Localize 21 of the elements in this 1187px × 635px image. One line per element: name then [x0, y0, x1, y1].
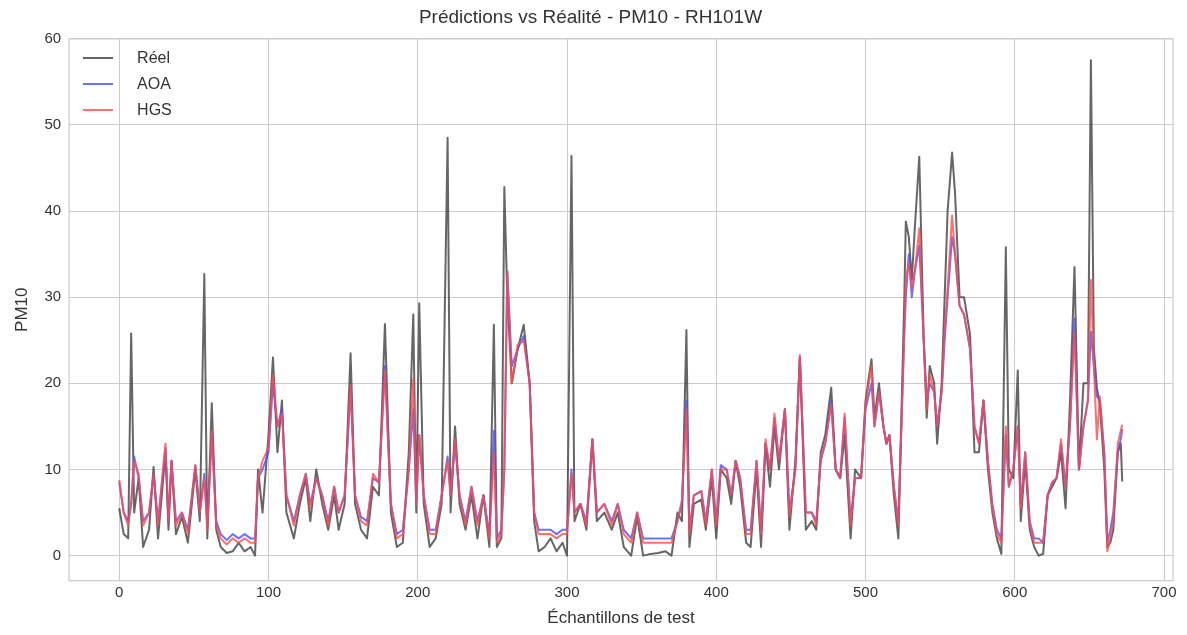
x-tick-label: 0	[115, 582, 124, 600]
legend-label: AOA	[137, 73, 171, 94]
x-tick-label: 700	[1151, 582, 1177, 600]
y-tick-label: 0	[52, 545, 62, 563]
y-tick-label: 20	[44, 373, 62, 391]
y-axis-title: PM10	[11, 287, 31, 332]
x-tick-label: 300	[554, 582, 580, 600]
x-tick-label: 400	[703, 582, 729, 600]
y-tick-label: 50	[44, 115, 62, 133]
legend-label: Réel	[137, 47, 170, 68]
y-tick-label: 30	[44, 287, 62, 305]
x-tick-label: 600	[1002, 582, 1028, 600]
x-axis-title: Échantillons de test	[547, 608, 696, 628]
chart-title: Prédictions vs Réalité - PM10 - RH101W	[418, 5, 763, 27]
x-tick-label: 500	[853, 582, 879, 600]
legend-label: HGS	[137, 99, 172, 120]
y-tick-label: 60	[44, 28, 62, 46]
x-tick-label: 200	[405, 582, 431, 600]
x-tick-label: 100	[255, 582, 282, 600]
y-tick-label: 10	[44, 459, 62, 477]
y-tick-label: 40	[44, 201, 62, 219]
